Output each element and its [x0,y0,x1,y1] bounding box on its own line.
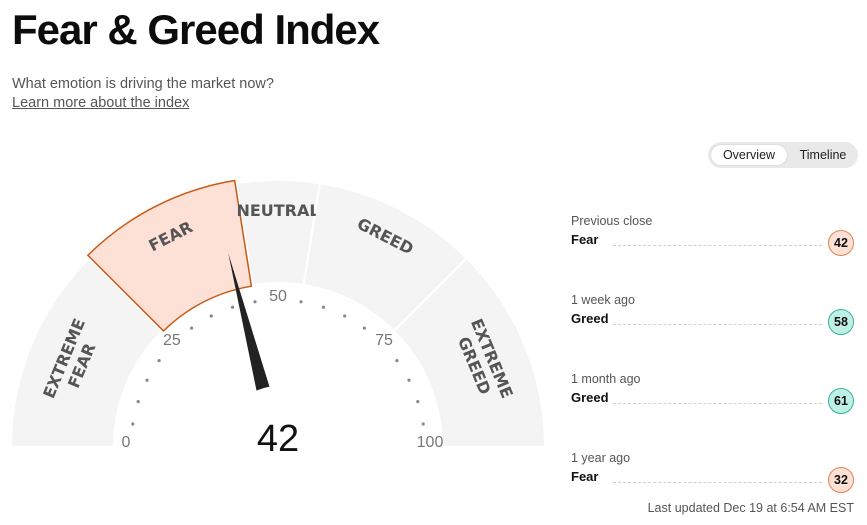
page-subtitle: What emotion is driving the market now? [12,76,274,92]
gauge-tick-label: 50 [269,288,287,305]
gauge-zone-extreme-fear [12,259,161,446]
view-toggle: Overview Timeline [708,142,858,168]
last-updated: Last updated Dec 19 at 6:54 AM EST [647,501,854,515]
history-value-badge: 61 [828,388,854,414]
gauge-tick-dot [421,422,425,426]
gauge-tick-dot [136,399,140,404]
score-circle [226,386,330,465]
gauge-tick-label: 0 [122,434,131,451]
fear-greed-gauge: EXTREMEFEARFEARNEUTRALGREEDEXTREMEGREED … [12,179,544,465]
gauge-score: 42 [257,418,299,460]
gauge-zone-extreme-greed [395,259,544,446]
gauge-tick-label: 75 [375,332,393,349]
history-period: 1 year ago [571,451,631,465]
history-period: 1 month ago [571,372,641,386]
overview-tab[interactable]: Overview [711,145,787,165]
gauge-tick-label: 25 [163,332,181,349]
history-value-badge: 58 [828,309,854,335]
gauge-tick-dot [407,378,411,382]
gauge-tick-dot [416,399,420,404]
gauge-tick-dot [253,300,257,304]
gauge-tick-dot [157,358,161,363]
history-category: Fear [571,469,599,484]
history-category: Greed [571,390,609,405]
dotted-leader [613,245,822,246]
history-row-previous-close: Previous close Fear 42 [571,214,854,274]
history-value-badge: 32 [828,467,854,493]
gauge-tick-dot [189,326,194,330]
gauge-zone-neutral [237,181,319,284]
history-value-badge: 42 [828,230,854,256]
timeline-tab[interactable]: Timeline [799,148,847,162]
history-row-1-year: 1 year ago Fear 32 [571,451,854,511]
gauge-tick-dot [209,314,213,318]
gauge-tick-dot [362,326,367,330]
history-period: Previous close [571,214,653,228]
gauge-tick-dot [131,422,135,426]
history-row-1-month: 1 month ago Greed 61 [571,372,854,432]
history-category: Fear [571,232,599,247]
page-title: Fear & Greed Index [12,6,380,53]
history-row-1-week: 1 week ago Greed 58 [571,293,854,353]
gauge-tick-dot [145,378,149,382]
gauge-tick-dot [395,358,399,363]
gauge-tick-label: 100 [417,434,444,451]
dotted-leader [613,482,822,483]
gauge-zone-label: NEUTRAL [236,201,319,220]
history-period: 1 week ago [571,293,635,307]
gauge-zone-greed [304,184,466,330]
dotted-leader [613,324,822,325]
gauge-tick-dot [321,305,326,309]
learn-more-link[interactable]: Learn more about the index [12,95,190,111]
gauge-zone-fear [86,179,253,333]
history-category: Greed [571,311,609,326]
gauge-tick-dot [299,300,303,304]
gauge-needle [228,253,272,396]
gauge-tick-dot [230,305,235,309]
dotted-leader [613,403,822,404]
gauge-tick-dot [343,314,347,318]
